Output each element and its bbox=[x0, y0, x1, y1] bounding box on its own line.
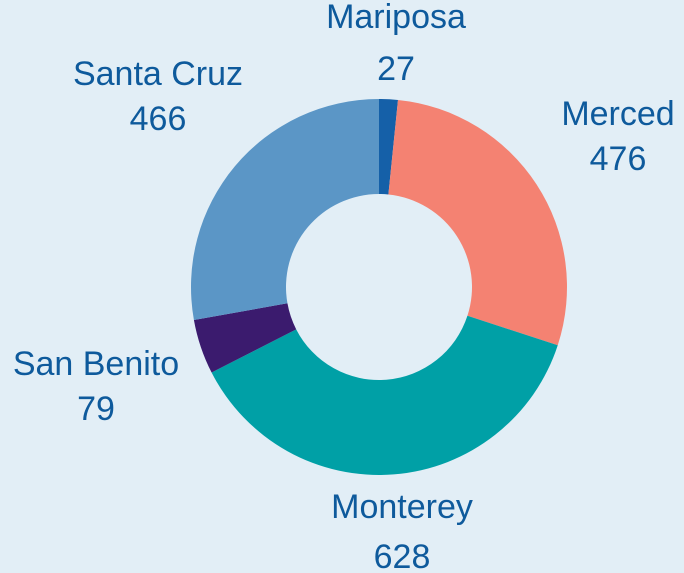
slice-label-mariposa: Mariposa bbox=[326, 0, 466, 36]
slices-group bbox=[191, 99, 567, 475]
slice-value-san-benito: 79 bbox=[77, 390, 115, 428]
slice-label-merced: Merced bbox=[561, 95, 674, 133]
slice-label-san-benito: San Benito bbox=[13, 345, 179, 383]
labels-group: Mariposa 27 Merced 476 Monterey 628 San Benito… bbox=[13, 0, 675, 573]
slice-mariposa bbox=[379, 99, 398, 195]
slice-value-merced: 476 bbox=[590, 140, 647, 178]
slice-label-santa-cruz: Santa Cruz bbox=[73, 55, 243, 93]
slice-value-mariposa: 27 bbox=[377, 50, 415, 88]
slice-santa-cruz bbox=[191, 99, 379, 320]
slice-san-benito bbox=[193, 303, 297, 373]
slice-value-monterey: 628 bbox=[374, 538, 431, 573]
slice-label-monterey: Monterey bbox=[331, 488, 473, 526]
slice-monterey bbox=[211, 315, 558, 475]
slice-merced bbox=[388, 99, 567, 346]
slice-value-santa-cruz: 466 bbox=[130, 100, 187, 138]
